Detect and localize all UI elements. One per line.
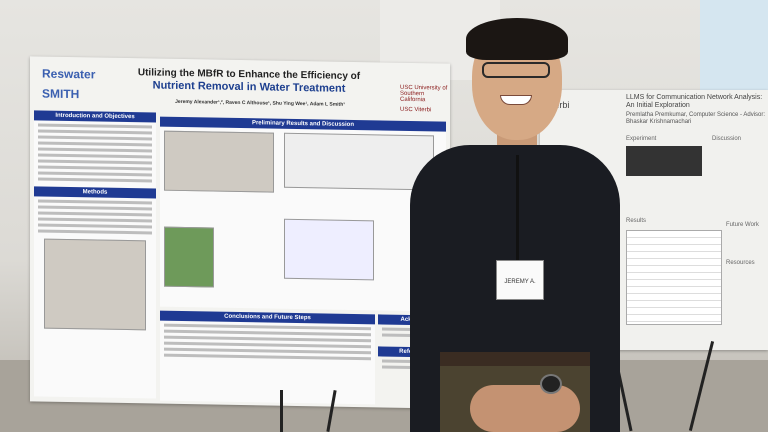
poster-right-title-text: LLMS for Communication Network Analysis:…	[626, 94, 763, 109]
section-resources: Resources	[726, 260, 755, 266]
section-experiment: Experiment	[626, 136, 657, 142]
section-header-conclusions: Conclusions and Future Steps	[160, 310, 375, 325]
smile	[500, 95, 532, 105]
methods-diagram	[44, 238, 146, 331]
poster-right-title: LLMS for Communication Network Analysis:…	[626, 94, 766, 126]
conclusions-section: Conclusions and Future Steps	[160, 310, 375, 405]
easel-leg	[280, 390, 283, 432]
chart-figure	[284, 132, 434, 191]
section-discussion: Discussion	[712, 136, 742, 142]
poster-title: Utilizing the MBfR to Enhance the Effici…	[102, 66, 396, 97]
glasses	[482, 62, 550, 78]
smith-logo: SMITH	[42, 86, 80, 102]
photo-figure	[164, 130, 274, 193]
lanyard	[516, 155, 519, 260]
reswater-logo: Reswater	[42, 66, 96, 82]
section-header-methods: Methods	[34, 186, 156, 199]
section-header-results: Preliminary Results and Discussion	[160, 116, 446, 132]
results-section: Preliminary Results and Discussion	[160, 116, 446, 312]
section-header-intro: Introduction and Objectives	[34, 110, 156, 123]
bar-chart-figure	[284, 218, 374, 281]
fiber-figure	[164, 226, 214, 288]
left-column: Introduction and Objectives Methods	[34, 110, 156, 399]
usc-logo-text: USC University of Southern California	[400, 84, 448, 104]
poster-right-authors: Premlatha Premkumar, Computer Science - …	[626, 112, 766, 125]
clasped-hands	[470, 385, 580, 432]
window	[700, 0, 768, 90]
research-poster-left: Reswater SMITH USC University of Souther…	[30, 56, 450, 409]
person-hair	[466, 18, 568, 60]
name-badge: JEREMY A.	[496, 260, 544, 300]
poster-authors: Jeremy Alexander¹,², Raven C Althouse¹, …	[175, 98, 345, 108]
viterbi-logo-text: USC Viterbi	[400, 106, 432, 114]
section-results: Results	[626, 218, 647, 224]
wristwatch	[540, 374, 562, 394]
belt	[440, 352, 590, 366]
results-table	[626, 230, 722, 325]
experiment-screenshot	[626, 146, 702, 176]
section-future-work: Future Work	[726, 222, 759, 228]
usc-logo: USC University of Southern California USC…	[400, 85, 448, 114]
